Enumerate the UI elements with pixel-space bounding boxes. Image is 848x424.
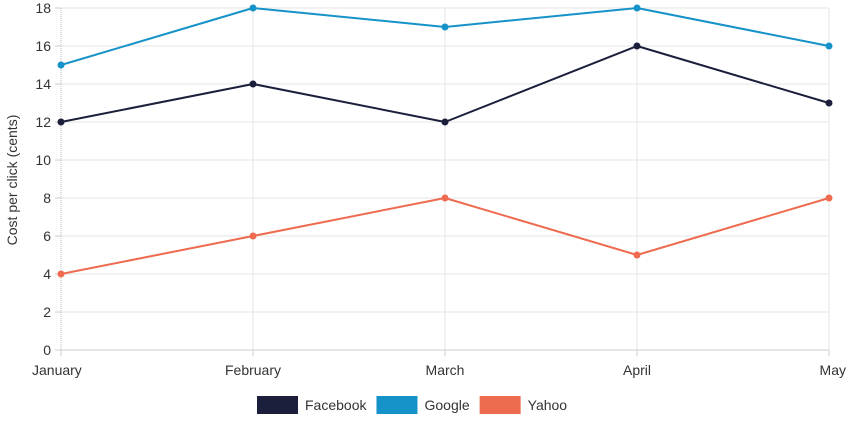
data-point-google: [441, 23, 449, 31]
y-tick-label: 2: [43, 304, 51, 320]
y-tick-label: 18: [35, 0, 51, 16]
data-point-facebook: [633, 42, 641, 50]
data-point-yahoo: [441, 194, 449, 202]
series-yahoo: [57, 194, 833, 278]
x-tick-label: April: [623, 362, 651, 378]
data-point-facebook: [57, 118, 65, 126]
x-tick-label: February: [225, 362, 281, 378]
legend-label-yahoo: Yahoo: [528, 397, 568, 413]
data-point-facebook: [249, 80, 257, 88]
y-tick-labels: 0 2 4 6 8 10 12 14 16 18: [35, 0, 51, 358]
y-tick-label: 16: [35, 38, 51, 54]
y-tick-label: 8: [43, 190, 51, 206]
grid-lines: [61, 7, 830, 350]
data-point-facebook: [825, 99, 833, 107]
series-lines: [57, 4, 833, 278]
legend-swatch-yahoo: [479, 396, 521, 414]
data-point-yahoo: [825, 194, 833, 202]
data-point-google: [249, 4, 257, 12]
data-point-google: [633, 4, 641, 12]
legend-label-google: Google: [424, 397, 469, 413]
legend-item-yahoo: Yahoo: [479, 396, 568, 414]
data-point-google: [825, 42, 833, 50]
series-google: [57, 4, 833, 69]
data-point-google: [57, 61, 65, 69]
x-tick-labels: January February March April May: [32, 362, 846, 378]
y-axis-label: Cost per click (cents): [4, 115, 20, 246]
x-tick-label: May: [820, 362, 846, 378]
data-point-yahoo: [57, 270, 65, 278]
legend-swatch-facebook: [257, 396, 298, 414]
data-point-facebook: [441, 118, 449, 126]
y-tick-label: 12: [35, 114, 51, 130]
x-tick-label: March: [426, 362, 465, 378]
data-point-yahoo: [249, 232, 257, 240]
series-facebook: [57, 42, 833, 126]
legend-item-google: Google: [376, 396, 470, 414]
y-tick-label: 4: [43, 266, 51, 282]
legend-label-facebook: Facebook: [305, 397, 367, 413]
y-tick-label: 0: [43, 342, 51, 358]
legend-swatch-google: [376, 396, 418, 414]
x-tick-label: January: [32, 362, 82, 378]
axes: [55, 7, 830, 356]
legend: Facebook Google Yahoo: [257, 396, 567, 414]
y-tick-label: 10: [35, 152, 51, 168]
data-point-yahoo: [633, 251, 641, 259]
legend-item-facebook: Facebook: [257, 396, 367, 414]
y-tick-label: 14: [35, 76, 51, 92]
y-tick-label: 6: [43, 228, 51, 244]
